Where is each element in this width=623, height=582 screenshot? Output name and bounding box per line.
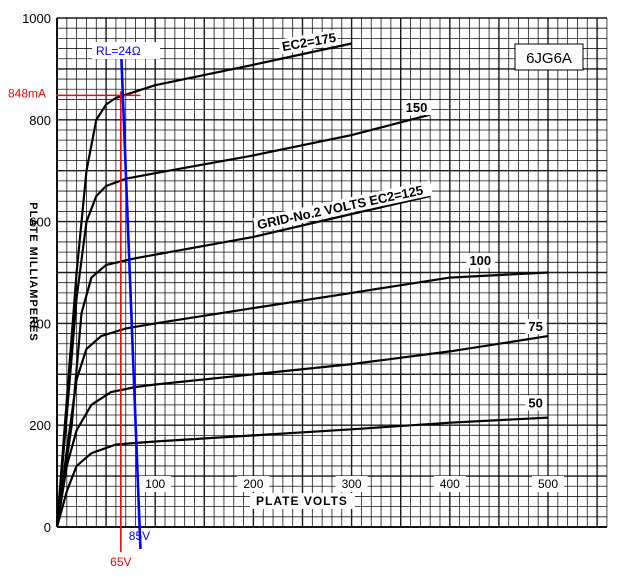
voltage-marker-label: 65V — [110, 555, 131, 569]
curve-label-background — [252, 180, 433, 233]
curve-label-group: 100 — [466, 252, 496, 268]
operating-point-markers: RL=24Ω 848mA 65V 85V — [6, 42, 160, 569]
y-tick-label: 200 — [29, 418, 51, 433]
x-axis-label: PLATE VOLTS — [256, 494, 348, 508]
current-marker-label: 848mA — [8, 86, 46, 100]
curve-label-group: 150 — [402, 100, 432, 116]
curve-label-group: GRID-No.2 VOLTS EC2=125 — [252, 180, 433, 233]
curve-label-group: EC2=175 — [277, 29, 339, 55]
x-tick-label: 200 — [243, 477, 263, 491]
tick-labels: 100 200 300 400 500 0 200 400 600 800 1000 — [22, 11, 564, 535]
y-tick-label: 0 — [44, 520, 51, 535]
curve-label-group: 75 — [525, 319, 547, 335]
curve-label-group: 50 — [525, 395, 547, 411]
load-line-label-background — [92, 42, 160, 59]
curve-labels: EC2=175 150 GRID-No.2 VOLTS EC2=125 100 75 50 — [252, 29, 547, 411]
x-axis-label-background — [250, 493, 355, 509]
plate-curve — [55, 42, 352, 528]
plate-curve — [55, 113, 431, 528]
y-tick-label: 800 — [29, 113, 51, 128]
title-box — [514, 43, 584, 71]
curve-label-background — [277, 29, 339, 55]
curve-label: EC2=175 — [281, 30, 337, 54]
curve-label-background — [525, 395, 547, 411]
chart-title: 6JG6A — [526, 50, 572, 67]
x-tick-label: 300 — [342, 477, 362, 491]
load-line — [119, 43, 142, 550]
x-tick-label-background — [335, 476, 368, 492]
curve-label: 100 — [469, 253, 491, 268]
curve-label-background — [466, 252, 496, 268]
y-tick-label: 600 — [29, 215, 51, 230]
x-tick-label-background — [237, 476, 270, 492]
curve-label: 75 — [528, 319, 542, 334]
curve-label-background — [525, 319, 547, 335]
axes — [56, 18, 607, 528]
y-axis-label: PLATE MILLIAMPERES — [27, 202, 39, 341]
curve-label: 150 — [406, 100, 428, 115]
x-tick-label-background — [139, 476, 172, 492]
curve-label-background — [402, 100, 432, 116]
curve-label: GRID-No.2 VOLTS EC2=125 — [256, 182, 425, 232]
x-tick-label: 100 — [145, 477, 165, 491]
y-tick-label: 400 — [29, 316, 51, 331]
x-tick-label: 400 — [440, 477, 460, 491]
plate-curve — [55, 335, 549, 528]
x-tick-label-background — [532, 476, 564, 492]
y-tick-label: 1000 — [22, 11, 51, 26]
x-tick-label: 500 — [538, 477, 558, 491]
x-tick-label-background — [433, 476, 466, 492]
curve-label: 50 — [528, 395, 542, 410]
grid — [56, 17, 608, 528]
plate-curve — [55, 271, 549, 528]
load-end-marker-label: 85V — [129, 529, 150, 543]
current-marker-label-background — [6, 84, 56, 100]
load-line-label: RL=24Ω — [96, 44, 141, 58]
